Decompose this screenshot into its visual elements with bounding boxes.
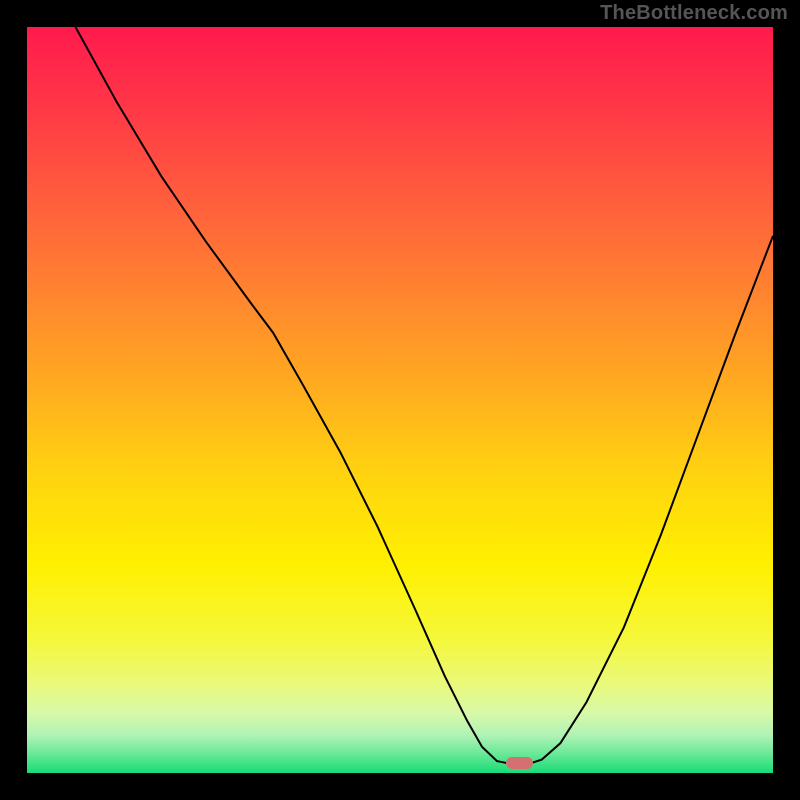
curve-path: [75, 27, 773, 763]
chart-container: TheBottleneck.com: [0, 0, 800, 800]
optimal-marker: [506, 757, 533, 769]
plot-area: [27, 27, 773, 773]
watermark-text: TheBottleneck.com: [600, 2, 788, 25]
bottleneck-curve: [27, 27, 773, 773]
